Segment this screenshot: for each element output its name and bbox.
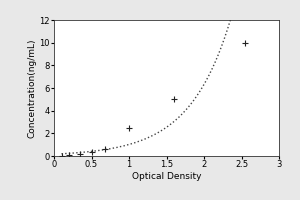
Y-axis label: Concentration(ng/mL): Concentration(ng/mL) <box>28 38 37 138</box>
X-axis label: Optical Density: Optical Density <box>132 172 201 181</box>
